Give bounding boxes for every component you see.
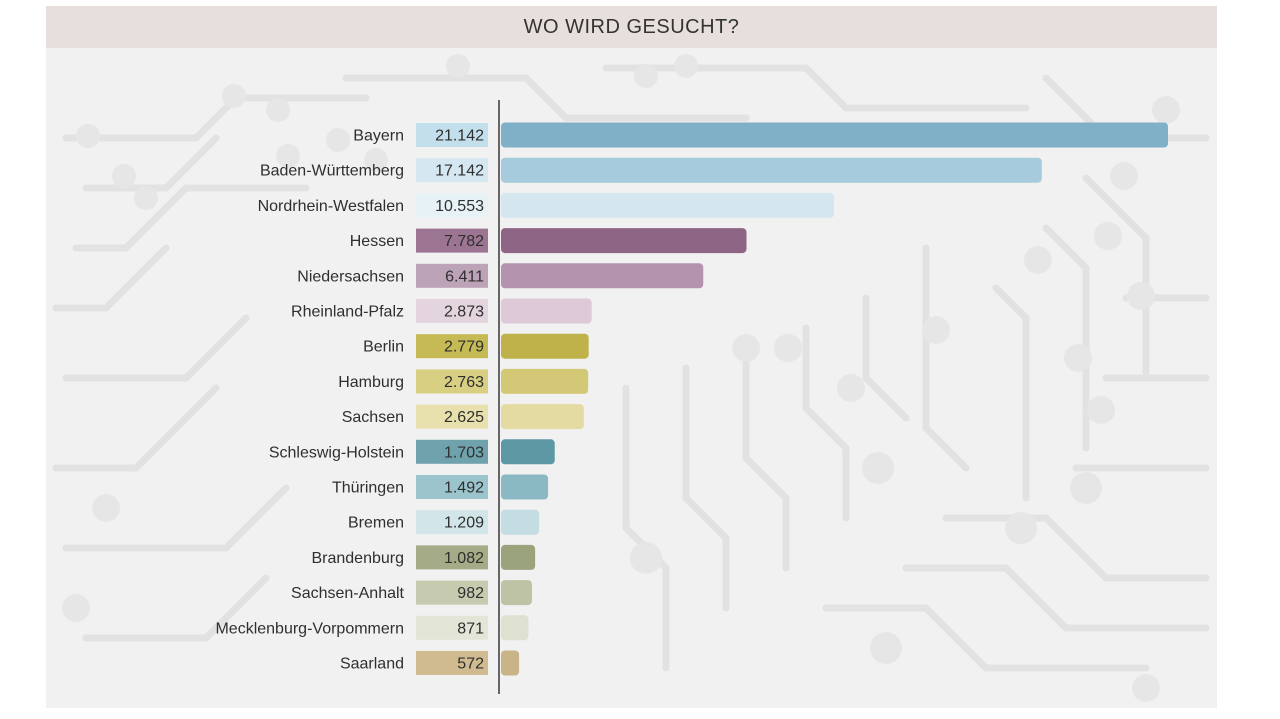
value-label-box: [416, 510, 488, 535]
category-label: Bremen: [348, 515, 404, 532]
value-label: 982: [457, 585, 484, 602]
value-label: 21.142: [435, 128, 484, 145]
value-label: 1.703: [444, 444, 484, 461]
value-label-box: [416, 193, 488, 218]
value-label: 1.082: [444, 550, 484, 567]
chart-title: WO WIRD GESUCHT?: [523, 15, 740, 38]
bar: [501, 439, 555, 465]
value-label: 572: [457, 656, 484, 673]
bar: [501, 650, 520, 676]
category-label: Rheinland-Pfalz: [291, 304, 404, 321]
bar: [501, 615, 529, 641]
value-label: 2.625: [444, 409, 484, 426]
value-label: 17.142: [435, 163, 484, 180]
bar: [501, 474, 549, 500]
bar: [501, 580, 532, 606]
category-label: Bayern: [353, 128, 404, 145]
category-label: Berlin: [363, 339, 404, 356]
bar: [501, 368, 589, 394]
value-label-box: [416, 651, 488, 675]
value-label: 871: [457, 620, 484, 637]
category-label: Niedersachsen: [297, 268, 404, 285]
value-label-box: [416, 615, 488, 640]
category-label: Thüringen: [332, 480, 404, 497]
category-label: Sachsen-Anhalt: [291, 585, 405, 602]
bar: [501, 544, 536, 570]
bar: [501, 192, 834, 218]
category-label: Baden-Württemberg: [260, 163, 404, 180]
value-label-box: [416, 334, 488, 359]
category-label: Saarland: [340, 656, 404, 673]
category-label: Mecklenburg-Vorpommern: [215, 620, 404, 637]
value-label: 1.209: [444, 515, 484, 532]
value-label: 2.873: [444, 304, 484, 321]
bar: [501, 228, 747, 254]
bar: [501, 298, 592, 324]
value-label-box: [416, 123, 488, 147]
bar: [501, 509, 540, 535]
value-label-box: [416, 580, 488, 605]
value-label-box: [416, 404, 488, 429]
value-label-box: [416, 545, 488, 570]
value-label-box: [416, 439, 488, 464]
bars-layer: Bayern 21.142 Baden-Württemberg 17.142 Nordr…: [215, 122, 1168, 676]
category-label: Nordrhein-Westfalen: [258, 198, 404, 215]
value-label: 2.763: [444, 374, 484, 391]
value-label: 2.779: [444, 339, 484, 356]
value-label: 6.411: [445, 268, 484, 285]
value-label-box: [416, 299, 488, 323]
value-label: 10.553: [435, 198, 484, 215]
category-label: Brandenburg: [311, 550, 404, 567]
category-label: Sachsen: [342, 409, 404, 426]
bar: [501, 157, 1042, 183]
bar: [501, 263, 704, 289]
value-label: 1.492: [444, 480, 484, 497]
bar: [501, 333, 589, 359]
bar: [501, 122, 1168, 148]
value-label-box: [416, 369, 488, 394]
value-label-box: [416, 475, 488, 499]
value-label-box: [416, 228, 488, 253]
chart-title-bar: WO WIRD GESUCHT?: [46, 6, 1217, 48]
value-label: 7.782: [444, 233, 484, 250]
category-label: Hamburg: [338, 374, 404, 391]
bar: [501, 404, 584, 430]
value-label-box: [416, 263, 488, 288]
category-label: Hessen: [350, 233, 404, 250]
category-label: Schleswig-Holstein: [269, 444, 404, 461]
value-label-box: [416, 158, 488, 183]
